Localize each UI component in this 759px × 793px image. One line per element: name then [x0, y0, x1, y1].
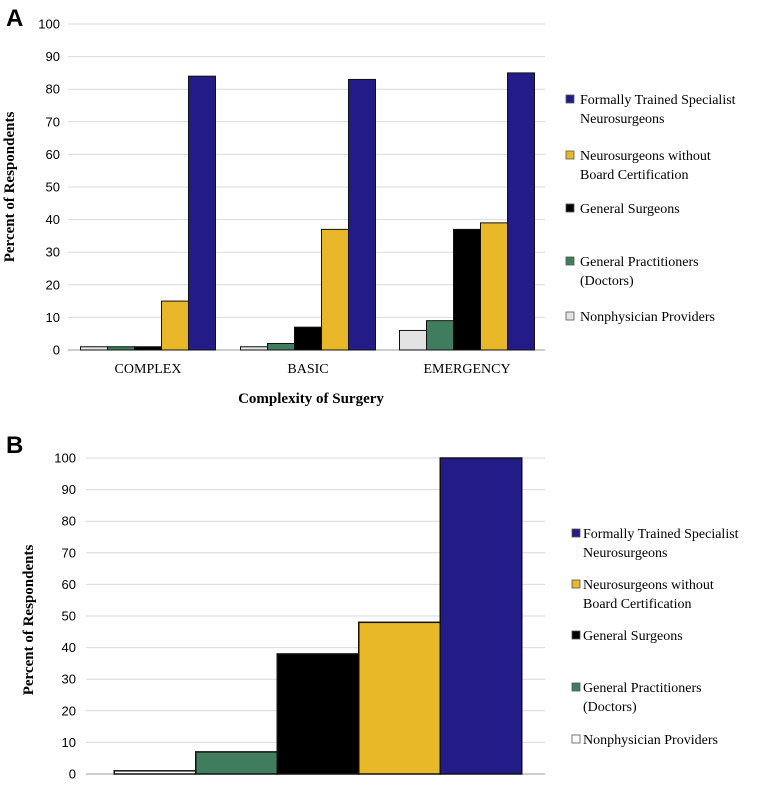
legend-label: Neurosurgeons [580, 112, 665, 127]
bar-nonphysician-providers [399, 329, 427, 351]
bar-nonphysician-providers [240, 346, 268, 351]
bar-general-practitioners-doctors [267, 342, 295, 351]
y-axis-title: Percent of Respondents [21, 545, 37, 696]
y-tick-label: 70 [46, 114, 60, 129]
legend-swatch [565, 311, 575, 321]
legend-swatch [571, 528, 581, 538]
y-tick-label: 80 [62, 514, 76, 529]
legend-label: General Surgeons [580, 202, 680, 217]
legend-swatch [565, 256, 575, 266]
bar-general-practitioners-doctors [195, 751, 278, 775]
y-tick-label: 10 [62, 735, 76, 750]
y-tick-label: 40 [46, 212, 60, 227]
legend-label: Formally Trained Specialist [583, 527, 739, 542]
legend-label: Formally Trained Specialist [580, 93, 736, 108]
legend: Formally Trained Specialist Neurosurgeons… [565, 93, 736, 325]
bar-nonphysician-providers [80, 346, 108, 351]
bar-formally-trained-specialist-neurosurgeons [188, 75, 216, 351]
bar-neurosurgeons-without-board-certification [480, 222, 508, 351]
legend-label: Board Certification [580, 168, 688, 183]
bar-formally-trained-specialist-neurosurgeons [439, 457, 523, 775]
y-tick-label: 70 [62, 545, 76, 560]
y-tick-label: 40 [62, 640, 76, 655]
bar-neurosurgeons-without-board-certification [358, 621, 441, 775]
legend-label: General Practitioners [583, 681, 702, 696]
y-tick-label: 0 [53, 343, 60, 358]
chart-panel-b: B 0 10 20 30 40 50 60 70 80 90 100 Percent of Respon… [6, 432, 739, 782]
y-tick-label: 30 [62, 672, 76, 687]
legend-swatch [571, 579, 581, 589]
legend-label: Neurosurgeons without [583, 578, 714, 593]
bar-formally-trained-specialist-neurosurgeons [507, 72, 535, 351]
legend-label: (Doctors) [580, 274, 634, 289]
bar-nonphysician-providers [113, 770, 197, 775]
x-axis-title: Complexity of Surgery [238, 391, 384, 407]
chart-panel-a: A 0 10 20 30 40 50 60 70 80 90 100 COMPLEX BASIC EMERG… [2, 5, 736, 407]
bar-formally-trained-specialist-neurosurgeons [348, 78, 376, 351]
panel-letter: A [6, 5, 23, 32]
legend: Formally Trained Specialist Neurosurgeons… [571, 527, 739, 748]
x-category-label: EMERGENCY [423, 362, 510, 377]
y-tick-label: 60 [46, 147, 60, 162]
bar-general-practitioners-doctors [426, 320, 454, 351]
y-tick-label: 0 [69, 767, 76, 782]
legend-swatch [571, 734, 581, 744]
legend-label: Neurosurgeons without [580, 149, 711, 164]
y-tick-label: 20 [46, 277, 60, 292]
y-tick-label: 30 [46, 245, 60, 260]
bar-general-practitioners-doctors [107, 346, 135, 351]
y-tick-label: 90 [46, 49, 60, 64]
bar-general-surgeons [276, 653, 360, 775]
y-tick-label: 20 [62, 703, 76, 718]
legend-swatch [565, 203, 575, 213]
legend-label: Board Certification [583, 597, 691, 612]
bar-neurosurgeons-without-board-certification [321, 228, 349, 351]
legend-swatch [571, 630, 581, 640]
bar-general-surgeons [453, 228, 481, 351]
legend-label: Nonphysician Providers [580, 310, 715, 325]
x-category-label: COMPLEX [115, 362, 182, 377]
y-tick-label: 90 [62, 482, 76, 497]
bar-neurosurgeons-without-board-certification [161, 300, 189, 351]
y-tick-label: 60 [62, 577, 76, 592]
y-tick-label: 50 [62, 609, 76, 624]
legend-swatch [565, 94, 575, 104]
legend-label: Nonphysician Providers [583, 733, 718, 748]
panel-letter: B [6, 432, 23, 459]
legend-label: Neurosurgeons [583, 546, 668, 561]
legend-swatch [571, 682, 581, 692]
y-tick-label: 10 [46, 310, 60, 325]
bar-general-surgeons [134, 346, 162, 351]
legend-label: General Surgeons [583, 629, 683, 644]
y-tick-label: 100 [54, 451, 76, 466]
legend-label: General Practitioners [580, 255, 699, 270]
y-tick-label: 80 [46, 82, 60, 97]
x-category-label: BASIC [287, 362, 328, 377]
y-axis-title: Percent of Respondents [2, 112, 18, 263]
legend-label: (Doctors) [583, 700, 637, 715]
y-tick-label: 100 [38, 17, 60, 32]
legend-swatch [565, 150, 575, 160]
bar-general-surgeons [294, 326, 322, 351]
y-tick-label: 50 [46, 180, 60, 195]
